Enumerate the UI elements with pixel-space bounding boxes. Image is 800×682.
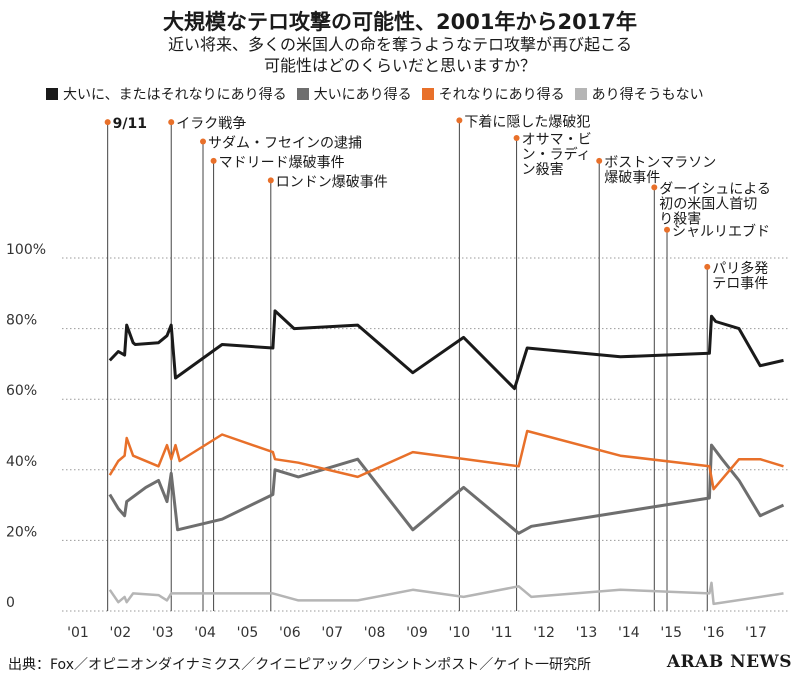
series-line-not_likely (108, 581, 784, 606)
legend-label-not-likely: あり得そうもない (591, 87, 704, 103)
legend-swatch-not-likely (574, 88, 587, 100)
y-tick-label: 60% (6, 383, 37, 399)
event-label: パリ多発テロ事件 (712, 260, 768, 292)
legend-swatch-somewhat (421, 88, 434, 100)
event-dot (267, 177, 274, 184)
brand-logo: ARAB NEWS (666, 652, 792, 672)
event-dot (104, 119, 111, 126)
x-tick-label: '08 (364, 625, 386, 641)
x-tick-label: '12 (533, 625, 555, 641)
x-tick-label: '14 (618, 625, 640, 641)
event-label-line: 初の米国人首切 (659, 195, 757, 212)
event-label-line: ン・ラディ (522, 146, 591, 163)
chart-title: 大規模なテロ攻撃の可能性、2001年から2017年 (163, 10, 637, 34)
y-tick-label: 100% (6, 242, 46, 258)
event-label-line: シャルリエブド (672, 223, 770, 240)
event-label-line: ン殺害 (522, 162, 564, 178)
event-dot (210, 157, 217, 164)
event-label: 9/11 (113, 116, 147, 132)
event-label-line: テロ事件 (712, 276, 768, 292)
event-dot (704, 263, 711, 270)
source-note: 出典：Fox／オピニオンダイナミクス／クイニピアック／ワシントンポスト／ケイト一… (8, 657, 591, 673)
series-line-somewhat (108, 429, 784, 491)
y-tick-label: 40% (6, 454, 37, 470)
subtitle-line-2: 可能性はどのくらいだと思いますか？ (263, 56, 536, 75)
event-dot (456, 117, 463, 124)
x-tick-label: '05 (237, 625, 259, 641)
x-tick-label: '03 (152, 625, 174, 641)
x-tick-label: '11 (491, 625, 513, 641)
legend-item-somewhat: それなりにあり得る (421, 84, 565, 104)
event-dot (596, 157, 603, 164)
event-label-line: 下着に隠した爆破犯 (464, 114, 590, 130)
x-tick-label: '04 (194, 625, 216, 641)
event-label: ボストンマラソン爆破事件 (604, 155, 716, 186)
x-tick-label: '09 (406, 625, 428, 641)
event-dot (200, 138, 207, 145)
event-label-line: り殺害 (659, 211, 701, 227)
x-tick-label: '02 (110, 625, 132, 641)
legend: 大いに、またはそれなりにあり得る 大いにあり得る それなりにあり得る あり得そう… (46, 84, 714, 104)
event-label-line: 爆破事件 (604, 170, 660, 186)
event-label-line: サダム・フセインの逮捕 (208, 136, 362, 152)
event-dot (664, 226, 671, 233)
legend-swatch-total (46, 88, 58, 100)
legend-item-total: 大いに、またはそれなりにあり得る (46, 84, 287, 104)
chart-subtitle: 近い将来、多くの米国人の命を奪うようなテロ攻撃が再び起こる 可能性はどのくらいだ… (100, 34, 700, 76)
series-line-great_deal (108, 443, 785, 535)
event-label-line: 9/11 (113, 116, 147, 132)
event-label-line: マドリード爆破事件 (219, 155, 345, 171)
subtitle-line-1: 近い将来、多くの米国人の命を奪うようなテロ攻撃が再び起こる (167, 35, 632, 54)
event-label-line: ボストンマラソン (604, 155, 716, 171)
x-tick-label: '06 (279, 625, 301, 641)
event-label-line: ダーイシュによる (659, 181, 771, 197)
y-tick-label: 0 (6, 595, 15, 611)
x-tick-label: '07 (321, 625, 343, 641)
event-label: サダム・フセインの逮捕 (208, 136, 362, 152)
event-label-line: イラク戦争 (176, 116, 246, 132)
event-label: ロンドン爆破事件 (276, 174, 388, 190)
event-dot (651, 184, 658, 191)
legend-label-somewhat: それなりにあり得る (438, 87, 565, 103)
event-label: 下着に隠した爆破犯 (464, 114, 590, 130)
event-label-line: パリ多発 (712, 260, 768, 277)
legend-label-great-deal: 大いにあり得る (313, 87, 412, 103)
x-tick-label: '13 (576, 625, 598, 641)
x-tick-label: '17 (745, 625, 767, 641)
legend-item-not-likely: あり得そうもない (574, 84, 704, 104)
y-tick-label: 80% (6, 313, 37, 329)
event-label: シャルリエブド (672, 223, 770, 240)
x-tick-label: '16 (703, 625, 725, 641)
x-tick-label: '01 (67, 625, 89, 641)
y-tick-label: 20% (6, 524, 37, 540)
event-label-line: オサマ・ビ (522, 132, 592, 148)
legend-label-total: 大いに、またはそれなりにあり得る (63, 87, 287, 103)
legend-item-great-deal: 大いにあり得る (296, 84, 412, 104)
event-label-line: ロンドン爆破事件 (276, 174, 388, 190)
x-tick-label: '10 (449, 625, 471, 641)
event-label: オサマ・ビン・ラディン殺害 (522, 132, 592, 178)
event-dot (168, 119, 175, 126)
event-label: マドリード爆破事件 (219, 155, 345, 171)
event-label: ダーイシュによる初の米国人首切り殺害 (659, 181, 771, 227)
event-dot (513, 134, 520, 141)
event-label: イラク戦争 (176, 116, 246, 132)
x-tick-label: '15 (660, 625, 682, 641)
legend-swatch-great-deal (296, 88, 309, 100)
series-line-total (108, 309, 784, 391)
